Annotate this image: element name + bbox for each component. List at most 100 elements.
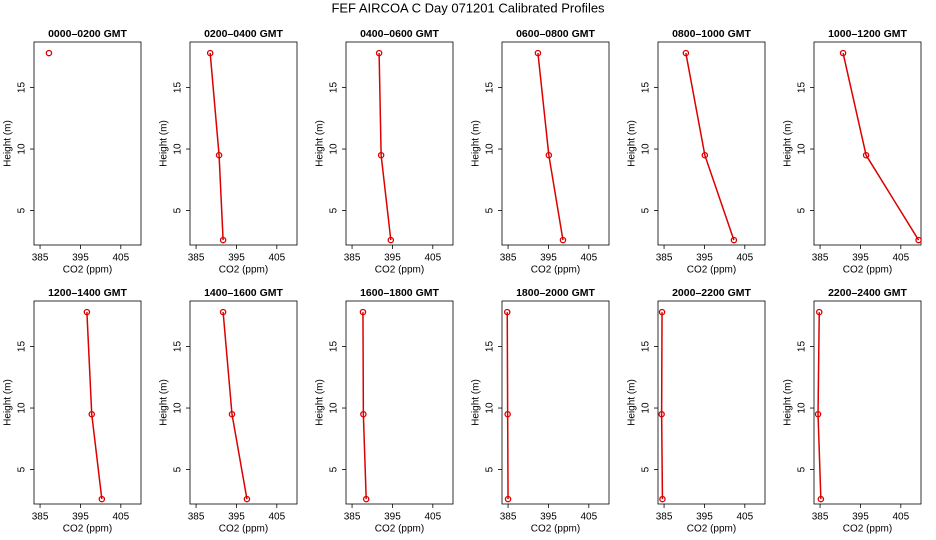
point (915, 236, 922, 244)
y-tick-label: 10 (485, 402, 496, 414)
point (387, 236, 395, 244)
y-tick-label: 15 (173, 82, 184, 94)
x-tick-label: 405 (892, 253, 909, 264)
y-axis-label: Height (m) (627, 379, 638, 426)
x-tick-label: 385 (32, 253, 49, 264)
point (658, 308, 666, 316)
point (504, 410, 511, 418)
y-axis-label: Height (m) (315, 379, 326, 426)
panel-title: 1200–1400 GMT (48, 287, 127, 299)
point (83, 308, 91, 316)
point (682, 49, 690, 57)
y-tick-label: 15 (329, 82, 340, 94)
y-tick-label: 5 (485, 207, 496, 213)
profile-line (86, 312, 103, 500)
y-tick-label: 15 (797, 82, 808, 94)
x-axis-label: CO2 (ppm) (375, 524, 424, 535)
y-tick-label: 15 (641, 82, 652, 94)
point (504, 495, 512, 503)
x-axis-label: CO2 (ppm) (219, 265, 268, 276)
plot-frame (33, 41, 142, 246)
point (243, 495, 251, 503)
x-tick-label: 405 (736, 512, 753, 523)
y-tick-label: 10 (329, 402, 340, 414)
point (862, 151, 870, 159)
point (215, 151, 223, 159)
point (98, 495, 106, 503)
y-tick-label: 15 (485, 82, 496, 94)
panel-title: 1400–1600 GMT (204, 287, 283, 299)
x-tick-label: 405 (580, 512, 597, 523)
panel-title: 0400–0600 GMT (360, 28, 439, 40)
y-tick-label: 10 (797, 143, 808, 155)
y-tick-label: 5 (641, 466, 652, 472)
panel-title: 2000–2200 GMT (672, 287, 751, 299)
panel-title: 0800–1000 GMT (672, 28, 751, 40)
point (817, 495, 825, 503)
plot-frame (501, 300, 610, 505)
y-tick-label: 5 (173, 466, 184, 472)
point (559, 236, 567, 244)
x-tick-label: 405 (268, 512, 285, 523)
x-tick-label: 405 (424, 253, 441, 264)
x-tick-label: 385 (656, 253, 673, 264)
panel-title: 1600–1800 GMT (360, 287, 439, 299)
y-tick-label: 10 (173, 143, 184, 155)
y-axis-label: Height (m) (471, 379, 482, 426)
x-tick-label: 395 (852, 253, 869, 264)
point (359, 308, 367, 316)
x-tick-label: 405 (736, 253, 753, 264)
profile-line (362, 312, 367, 500)
panel-title: 1800–2000 GMT (516, 287, 595, 299)
y-tick-label: 5 (173, 207, 184, 213)
y-tick-label: 10 (173, 402, 184, 414)
point (814, 410, 822, 418)
x-tick-label: 395 (384, 512, 401, 523)
profile-line (209, 53, 224, 241)
y-axis-label: Height (m) (3, 120, 14, 167)
x-axis-label: CO2 (ppm) (531, 524, 580, 535)
profile-line (685, 52, 735, 241)
x-tick-label: 385 (812, 253, 829, 264)
y-tick-label: 5 (17, 466, 28, 472)
x-tick-label: 395 (228, 512, 245, 523)
profile-line (378, 53, 392, 241)
x-tick-label: 405 (424, 512, 441, 523)
profile-line (506, 312, 509, 500)
point (815, 308, 823, 316)
profile-line (222, 312, 248, 500)
point (45, 49, 53, 57)
point (839, 49, 847, 57)
y-tick-label: 15 (797, 341, 808, 353)
panel-title: 1000–1200 GMT (828, 28, 907, 40)
x-axis-label: CO2 (ppm) (63, 524, 112, 535)
x-axis-label: CO2 (ppm) (843, 524, 892, 535)
x-tick-label: 395 (384, 253, 401, 264)
point (228, 410, 236, 418)
x-tick-label: 385 (656, 512, 673, 523)
x-tick-label: 395 (696, 512, 713, 523)
profile-line (842, 52, 920, 241)
x-tick-label: 405 (268, 253, 285, 264)
x-axis-label: CO2 (ppm) (531, 265, 580, 276)
point (701, 151, 709, 159)
y-axis-label: Height (m) (315, 120, 326, 167)
plot-frame (33, 300, 142, 505)
profile-line (660, 312, 664, 500)
y-tick-label: 5 (17, 207, 28, 213)
y-tick-label: 10 (17, 143, 28, 155)
x-tick-label: 385 (32, 512, 49, 523)
point (730, 236, 738, 244)
y-axis-label: Height (m) (3, 379, 14, 426)
plot-frame (657, 41, 766, 246)
y-tick-label: 5 (329, 207, 340, 213)
x-tick-label: 385 (344, 512, 361, 523)
y-axis-label: Height (m) (783, 120, 794, 167)
panel-title: 2200–2400 GMT (828, 287, 907, 299)
plot-frame (501, 41, 610, 246)
panel-title: 0000–0200 GMT (48, 28, 127, 40)
x-tick-label: 395 (696, 253, 713, 264)
x-tick-label: 405 (892, 512, 909, 523)
y-axis-label: Height (m) (471, 120, 482, 167)
